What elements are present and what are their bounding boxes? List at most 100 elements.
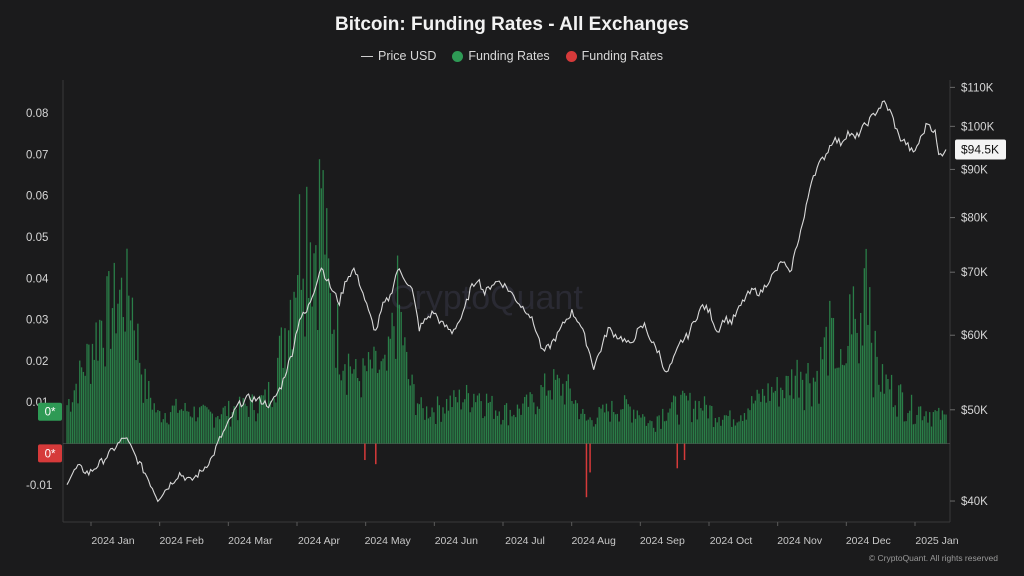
funding-rate-bar-positive [349, 366, 352, 444]
funding-rate-bar-positive [264, 389, 266, 444]
funding-rate-bar-positive [224, 406, 226, 444]
funding-rate-bar-positive [209, 411, 212, 444]
funding-rate-bar-positive [643, 416, 646, 444]
legend-item-funding-negative[interactable]: Funding Rates [565, 49, 663, 63]
funding-rate-bar-positive [304, 336, 306, 444]
right-axis-tick: $60K [961, 330, 988, 342]
funding-rate-bar-positive [794, 375, 796, 444]
x-axis-tick: 2024 Oct [710, 535, 753, 547]
funding-rate-bar-positive [780, 387, 782, 444]
funding-rate-bar-positive [469, 412, 471, 444]
funding-rate-bar-positive [68, 399, 70, 444]
funding-rate-bar-positive [649, 420, 651, 444]
funding-rate-bar-positive [262, 395, 264, 444]
funding-rate-bar-positive [485, 393, 488, 444]
funding-rate-bar-positive [709, 405, 711, 444]
funding-rate-bar-positive [536, 406, 539, 444]
funding-rate-bar-positive [934, 410, 936, 444]
funding-rate-bar-positive [771, 386, 773, 444]
funding-rate-bar-positive [653, 427, 655, 444]
funding-rate-bar-negative [589, 443, 591, 473]
funding-rate-bar-positive [696, 419, 698, 444]
funding-rate-bar-positive [258, 395, 261, 444]
funding-rate-bar-positive [253, 410, 255, 444]
funding-rate-bar-positive [420, 397, 422, 444]
funding-rate-bar-positive [520, 414, 522, 444]
funding-rate-bar-positive [583, 413, 586, 444]
funding-rate-bar-positive [821, 359, 824, 444]
funding-rate-bar-positive [131, 297, 134, 444]
funding-rate-bar-positive [554, 379, 557, 444]
watermark: CryptoQuant [390, 279, 583, 317]
funding-rate-bar-positive [482, 418, 484, 444]
legend-item-price[interactable]: Price USD [361, 49, 436, 63]
funding-rate-bar-positive [80, 367, 83, 444]
funding-rate-bar-positive [396, 255, 399, 444]
funding-rate-bar-positive [478, 393, 480, 444]
funding-rate-bar-positive [910, 394, 913, 444]
funding-rate-bar-positive [473, 393, 475, 444]
funding-rate-bar-positive [939, 419, 942, 444]
legend-dot-green [452, 50, 464, 62]
funding-rate-bar-positive [654, 431, 657, 444]
funding-rate-bar-positive [729, 410, 731, 444]
funding-rate-bar-positive [836, 367, 838, 444]
legend-item-funding-positive[interactable]: Funding Rates [452, 49, 550, 63]
funding-rate-bar-positive [260, 395, 263, 444]
funding-rate-bar-positive [228, 400, 230, 444]
funding-rate-bar-positive [366, 371, 368, 444]
funding-rate-bar-positive [70, 411, 72, 444]
funding-rate-bar-positive [467, 393, 470, 444]
funding-rate-bar-positive [765, 402, 767, 444]
funding-rate-bar-positive [337, 303, 339, 444]
funding-rate-bar-positive [725, 415, 727, 444]
funding-rate-bar-positive [75, 383, 77, 444]
funding-rate-bar-positive [491, 395, 493, 444]
funding-rate-bar-positive [135, 360, 137, 444]
funding-rate-bar-positive [338, 374, 341, 444]
funding-rate-bar-positive [663, 421, 666, 444]
x-axis-tick: 2024 Jun [435, 535, 478, 547]
legend-line-swatch [361, 55, 374, 57]
funding-rate-bar-positive [812, 377, 815, 444]
funding-rate-bar-positive [162, 419, 164, 444]
funding-rate-bar-positive [531, 394, 533, 444]
funding-rate-bar-positive [674, 396, 677, 444]
funding-rate-bar-positive [620, 409, 622, 444]
funding-rate-bar-positive [309, 242, 312, 444]
funding-rate-bar-positive [498, 411, 500, 444]
funding-rate-bar-positive [551, 399, 553, 444]
funding-rate-bar-positive [574, 400, 577, 444]
funding-rate-bar-positive [197, 417, 199, 444]
legend-label-funding-positive: Funding Rates [468, 49, 550, 63]
funding-rate-bar-positive [402, 345, 404, 444]
funding-rate-bar-positive [627, 404, 629, 444]
funding-rate-bar-positive [901, 392, 904, 444]
funding-rate-bar-positive [493, 418, 495, 444]
funding-rate-bar-positive [169, 412, 172, 444]
funding-rate-bar-positive [436, 396, 439, 444]
funding-rate-bar-positive [682, 390, 684, 444]
funding-rate-bar-positive [872, 397, 875, 444]
funding-rate-bar-positive [248, 416, 250, 444]
funding-rate-bar-positive [284, 328, 286, 444]
funding-rate-bar-positive [556, 374, 559, 444]
funding-rate-bar-positive [511, 416, 513, 444]
funding-rate-bar-positive [587, 419, 589, 444]
funding-rate-bar-positive [838, 367, 840, 444]
funding-rate-bar-positive [669, 408, 671, 444]
funding-rate-bar-positive [825, 326, 827, 444]
funding-rate-bar-positive [878, 384, 880, 444]
funding-rate-bar-positive [611, 400, 613, 444]
funding-rate-bar-positive [267, 381, 270, 444]
legend-label-price: Price USD [378, 49, 437, 63]
funding-rate-bar-positive [741, 420, 744, 444]
funding-rate-bar-positive [867, 324, 869, 444]
funding-rate-bar-positive [534, 414, 537, 444]
funding-rate-bar-positive [164, 413, 166, 444]
funding-rate-bar-positive [885, 374, 887, 444]
funding-rate-bar-positive [814, 381, 816, 444]
funding-rate-bar-positive [596, 417, 599, 444]
funding-rate-bar-positive [189, 416, 192, 444]
